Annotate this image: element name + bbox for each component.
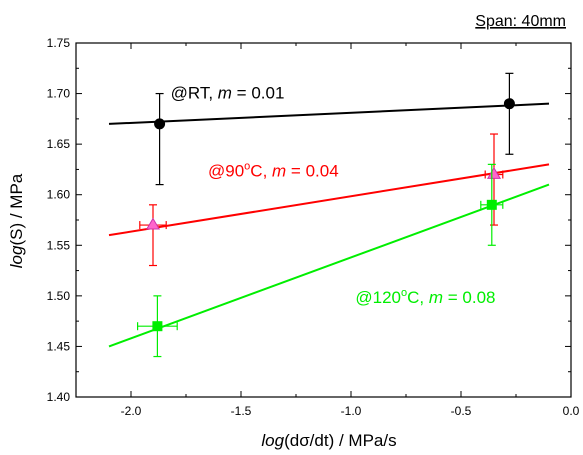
chart-title: Span: 40mm: [475, 13, 566, 30]
series-label-m: m: [218, 84, 232, 103]
y-tick-label: 1.70: [47, 87, 71, 101]
x-axis-label-rest: (dσ/dt) / MPa/s: [284, 431, 397, 450]
series-label-rt: @RT, m = 0.01: [171, 84, 285, 103]
axis-layer: -2.0 -1.5 -1.0 -0.5 0.0 1.40 1.45 1.50 1.55 1.60 1…: [47, 36, 580, 418]
x-axis-label: log(dσ/dt) / MPa/s: [261, 431, 396, 450]
y-tick-label: 1.40: [47, 390, 71, 404]
data-point-c120: [152, 321, 163, 332]
series-c90: @90oC, m = 0.04: [108, 133, 550, 267]
x-tick-label: -1.5: [231, 404, 252, 418]
x-tick-label: -2.0: [121, 404, 142, 418]
y-axis-label: log(S) / MPa: [7, 173, 26, 268]
series-label-m: m: [272, 162, 286, 181]
y-tick-label: 1.75: [47, 36, 71, 50]
series-label-m-value: = 0.04: [286, 162, 338, 181]
x-tick-label: -1.0: [341, 404, 362, 418]
data-point-c120: [486, 199, 497, 210]
series-label-m-value: = 0.08: [443, 288, 495, 307]
series-label-degree: o: [401, 287, 407, 299]
y-axis-label-italic: log: [7, 245, 26, 268]
series-label-c120: @120oC, m = 0.08: [355, 287, 495, 307]
fit-line-c90: [108, 163, 550, 237]
plot-layer: @RT, m = 0.01@90oC, m = 0.04@120oC, m = …: [108, 72, 550, 358]
x-tick-label: 0.0: [563, 404, 580, 418]
series-label-prefix: @RT,: [171, 84, 218, 103]
fit-line-c120: [108, 183, 550, 348]
series-label-suffix: C,: [250, 162, 272, 181]
plot-frame: [75, 42, 572, 398]
series-label-prefix: @120: [355, 288, 401, 307]
series-label-m-value: = 0.01: [232, 84, 284, 103]
y-tick-label: 1.55: [47, 238, 71, 252]
y-tick-label: 1.45: [47, 339, 71, 353]
series-label-c90: @90oC, m = 0.04: [208, 161, 339, 181]
y-axis-label-rest: (S) / MPa: [7, 173, 26, 245]
x-axis-label-italic: log: [261, 431, 284, 450]
data-point-rt: [503, 98, 515, 110]
y-tick-label: 1.50: [47, 289, 71, 303]
fit-line-rt: [108, 102, 550, 125]
series-label-degree: o: [244, 161, 250, 173]
data-point-rt: [154, 118, 166, 130]
series-c120: @120oC, m = 0.08: [108, 163, 550, 358]
series-rt: @RT, m = 0.01: [108, 72, 550, 186]
data-point-c90: [145, 217, 161, 230]
series-label-m: m: [429, 288, 443, 307]
x-tick-label: -0.5: [451, 404, 472, 418]
series-label-prefix: @90: [208, 162, 244, 181]
series-label-suffix: C,: [407, 288, 429, 307]
data-point-c90: [486, 167, 502, 179]
y-tick-label: 1.60: [47, 188, 71, 202]
y-tick-label: 1.65: [47, 137, 71, 151]
